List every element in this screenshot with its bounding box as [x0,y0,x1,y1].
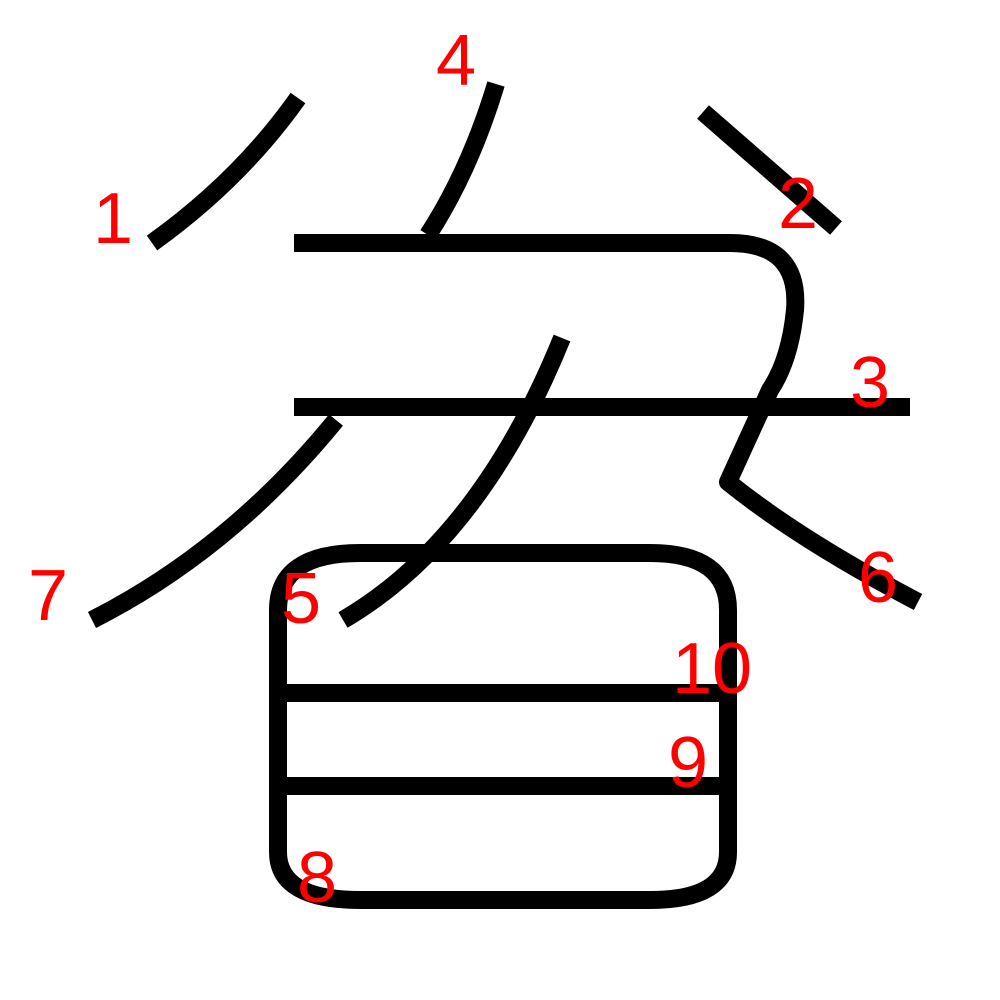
stroke-number-5: 5 [281,559,321,639]
stroke-number-8: 8 [297,838,337,918]
stroke-number-9: 9 [668,723,708,803]
stroke-number-3: 3 [850,343,890,423]
stroke-number-4: 4 [436,21,476,101]
stroke-1 [152,98,298,243]
stroke-number-7: 7 [28,556,68,636]
stroke-number-6: 6 [858,538,898,618]
stroke-number-10: 10 [672,629,752,709]
stroke-number-1: 1 [93,179,133,259]
stroke-4 [428,84,496,235]
stroke-number-2: 2 [778,164,818,244]
stroke-8 [278,553,728,900]
stroke-5 [343,338,562,620]
